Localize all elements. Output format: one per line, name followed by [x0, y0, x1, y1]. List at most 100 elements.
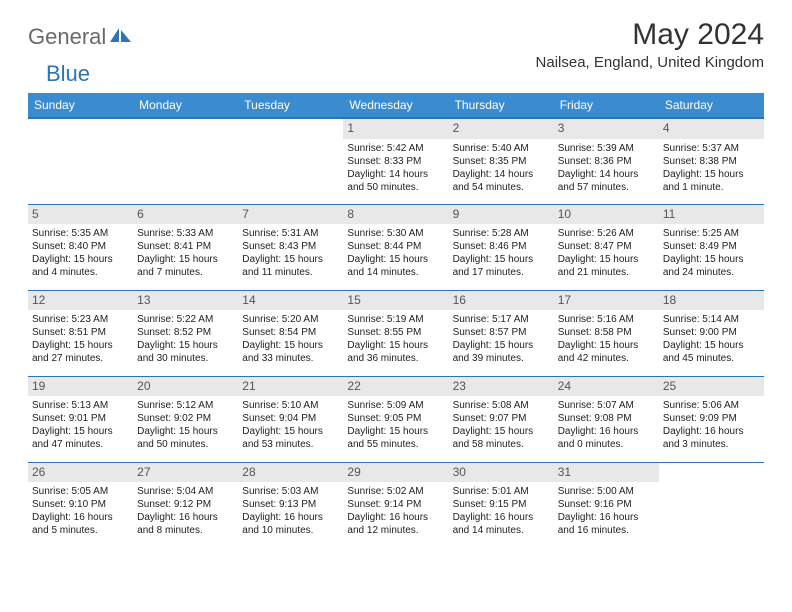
sunrise-text: Sunrise: 5:02 AM	[347, 485, 444, 498]
calendar-cell: 11 Sunrise: 5:25 AMSunset: 8:49 PMDayligh…	[659, 204, 764, 290]
calendar-cell: 15Sunrise: 5:19 AMSunset: 8:55 PMDayligh…	[343, 290, 448, 376]
sunset-text: Sunset: 8:36 PM	[558, 155, 655, 168]
day-number: 24	[554, 377, 659, 397]
daylight-text: Daylight: 15 hours and 58 minutes.	[453, 425, 550, 451]
day-number: 11	[659, 205, 764, 225]
sunrise-text: Sunrise: 5:08 AM	[453, 399, 550, 412]
day-number: 12	[28, 291, 133, 311]
daylight-text: Daylight: 16 hours and 14 minutes.	[453, 511, 550, 537]
daylight-text: Daylight: 15 hours and 53 minutes.	[242, 425, 339, 451]
day-number: 3	[554, 119, 659, 139]
day-number: 26	[28, 463, 133, 483]
calendar-cell: 14Sunrise: 5:20 AMSunset: 8:54 PMDayligh…	[238, 290, 343, 376]
calendar-row: 5Sunrise: 5:35 AMSunset: 8:40 PMDaylight…	[28, 204, 764, 290]
daylight-text: Daylight: 15 hours and 14 minutes.	[347, 253, 444, 279]
sunset-text: Sunset: 8:35 PM	[453, 155, 550, 168]
daylight-text: Daylight: 16 hours and 3 minutes.	[663, 425, 760, 451]
sunrise-text: Sunrise: 5:39 AM	[558, 142, 655, 155]
sunset-text: Sunset: 8:54 PM	[242, 326, 339, 339]
sunset-text: Sunset: 8:40 PM	[32, 240, 129, 253]
sunset-text: Sunset: 8:55 PM	[347, 326, 444, 339]
sunset-text: Sunset: 9:15 PM	[453, 498, 550, 511]
sunrise-text: Sunrise: 5:19 AM	[347, 313, 444, 326]
daylight-text: Daylight: 16 hours and 12 minutes.	[347, 511, 444, 537]
sunrise-text: Sunrise: 5:00 AM	[558, 485, 655, 498]
daylight-text: Daylight: 15 hours and 7 minutes.	[137, 253, 234, 279]
calendar-cell: 16Sunrise: 5:17 AMSunset: 8:57 PMDayligh…	[449, 290, 554, 376]
sunrise-text: Sunrise: 5:26 AM	[558, 227, 655, 240]
sunrise-text: Sunrise: 5:25 AM	[663, 227, 760, 240]
day-number: 19	[28, 377, 133, 397]
calendar-cell: 24Sunrise: 5:07 AMSunset: 9:08 PMDayligh…	[554, 376, 659, 462]
day-number: 23	[449, 377, 554, 397]
sunrise-text: Sunrise: 5:20 AM	[242, 313, 339, 326]
month-title: May 2024	[536, 18, 764, 52]
daylight-text: Daylight: 15 hours and 30 minutes.	[137, 339, 234, 365]
day-number: 30	[449, 463, 554, 483]
calendar-cell: 5Sunrise: 5:35 AMSunset: 8:40 PMDaylight…	[28, 204, 133, 290]
day-number: 15	[343, 291, 448, 311]
day-number: 27	[133, 463, 238, 483]
day-header: Thursday	[449, 93, 554, 118]
sunrise-text: Sunrise: 5:07 AM	[558, 399, 655, 412]
daylight-text: Daylight: 15 hours and 50 minutes.	[137, 425, 234, 451]
daylight-text: Daylight: 15 hours and 21 minutes.	[558, 253, 655, 279]
day-number: 17	[554, 291, 659, 311]
sunrise-text: Sunrise: 5:12 AM	[137, 399, 234, 412]
calendar-row: 1Sunrise: 5:42 AMSunset: 8:33 PMDaylight…	[28, 118, 764, 204]
sunset-text: Sunset: 8:46 PM	[453, 240, 550, 253]
calendar-cell: 7Sunrise: 5:31 AMSunset: 8:43 PMDaylight…	[238, 204, 343, 290]
day-number: 8	[343, 205, 448, 225]
sunrise-text: Sunrise: 5:05 AM	[32, 485, 129, 498]
logo-text-blue: Blue	[46, 61, 90, 87]
sunrise-text: Sunrise: 5:28 AM	[453, 227, 550, 240]
calendar-cell: 12Sunrise: 5:23 AMSunset: 8:51 PMDayligh…	[28, 290, 133, 376]
sunrise-text: Sunrise: 5:14 AM	[663, 313, 760, 326]
sunrise-text: Sunrise: 5:03 AM	[242, 485, 339, 498]
day-number: 29	[343, 463, 448, 483]
sunrise-text: Sunrise: 5:23 AM	[32, 313, 129, 326]
sunrise-text: Sunrise: 5:06 AM	[663, 399, 760, 412]
logo-sails-icon	[110, 26, 132, 49]
sunset-text: Sunset: 9:12 PM	[137, 498, 234, 511]
daylight-text: Daylight: 15 hours and 42 minutes.	[558, 339, 655, 365]
calendar-cell	[133, 118, 238, 204]
sunrise-text: Sunrise: 5:16 AM	[558, 313, 655, 326]
calendar-cell: 13Sunrise: 5:22 AMSunset: 8:52 PMDayligh…	[133, 290, 238, 376]
sunrise-text: Sunrise: 5:17 AM	[453, 313, 550, 326]
sunrise-text: Sunrise: 5:40 AM	[453, 142, 550, 155]
sunset-text: Sunset: 9:09 PM	[663, 412, 760, 425]
sunset-text: Sunset: 9:04 PM	[242, 412, 339, 425]
day-header: Wednesday	[343, 93, 448, 118]
sunset-text: Sunset: 8:41 PM	[137, 240, 234, 253]
daylight-text: Daylight: 16 hours and 10 minutes.	[242, 511, 339, 537]
calendar-cell: 4Sunrise: 5:37 AMSunset: 8:38 PMDaylight…	[659, 118, 764, 204]
daylight-text: Daylight: 14 hours and 54 minutes.	[453, 168, 550, 194]
sunset-text: Sunset: 9:05 PM	[347, 412, 444, 425]
sunrise-text: Sunrise: 5:01 AM	[453, 485, 550, 498]
sunrise-text: Sunrise: 5:13 AM	[32, 399, 129, 412]
day-number: 9	[449, 205, 554, 225]
day-number: 1	[343, 119, 448, 139]
daylight-text: Daylight: 15 hours and 1 minute.	[663, 168, 760, 194]
day-number: 21	[238, 377, 343, 397]
daylight-text: Daylight: 15 hours and 55 minutes.	[347, 425, 444, 451]
sunset-text: Sunset: 8:58 PM	[558, 326, 655, 339]
daylight-text: Daylight: 15 hours and 17 minutes.	[453, 253, 550, 279]
daylight-text: Daylight: 15 hours and 4 minutes.	[32, 253, 129, 279]
calendar-cell	[238, 118, 343, 204]
calendar-table: Sunday Monday Tuesday Wednesday Thursday…	[28, 93, 764, 548]
calendar-cell: 17 Sunrise: 5:16 AMSunset: 8:58 PMDayligh…	[554, 290, 659, 376]
sunset-text: Sunset: 9:00 PM	[663, 326, 760, 339]
day-number: 5	[28, 205, 133, 225]
calendar-cell: 22Sunrise: 5:09 AMSunset: 9:05 PMDayligh…	[343, 376, 448, 462]
daylight-text: Daylight: 15 hours and 24 minutes.	[663, 253, 760, 279]
calendar-row: 12Sunrise: 5:23 AMSunset: 8:51 PMDayligh…	[28, 290, 764, 376]
logo: General	[28, 18, 134, 50]
location: Nailsea, England, United Kingdom	[536, 54, 764, 71]
sunset-text: Sunset: 8:49 PM	[663, 240, 760, 253]
calendar-cell: 19Sunrise: 5:13 AMSunset: 9:01 PMDayligh…	[28, 376, 133, 462]
sunrise-text: Sunrise: 5:10 AM	[242, 399, 339, 412]
sunset-text: Sunset: 9:01 PM	[32, 412, 129, 425]
sunrise-text: Sunrise: 5:33 AM	[137, 227, 234, 240]
